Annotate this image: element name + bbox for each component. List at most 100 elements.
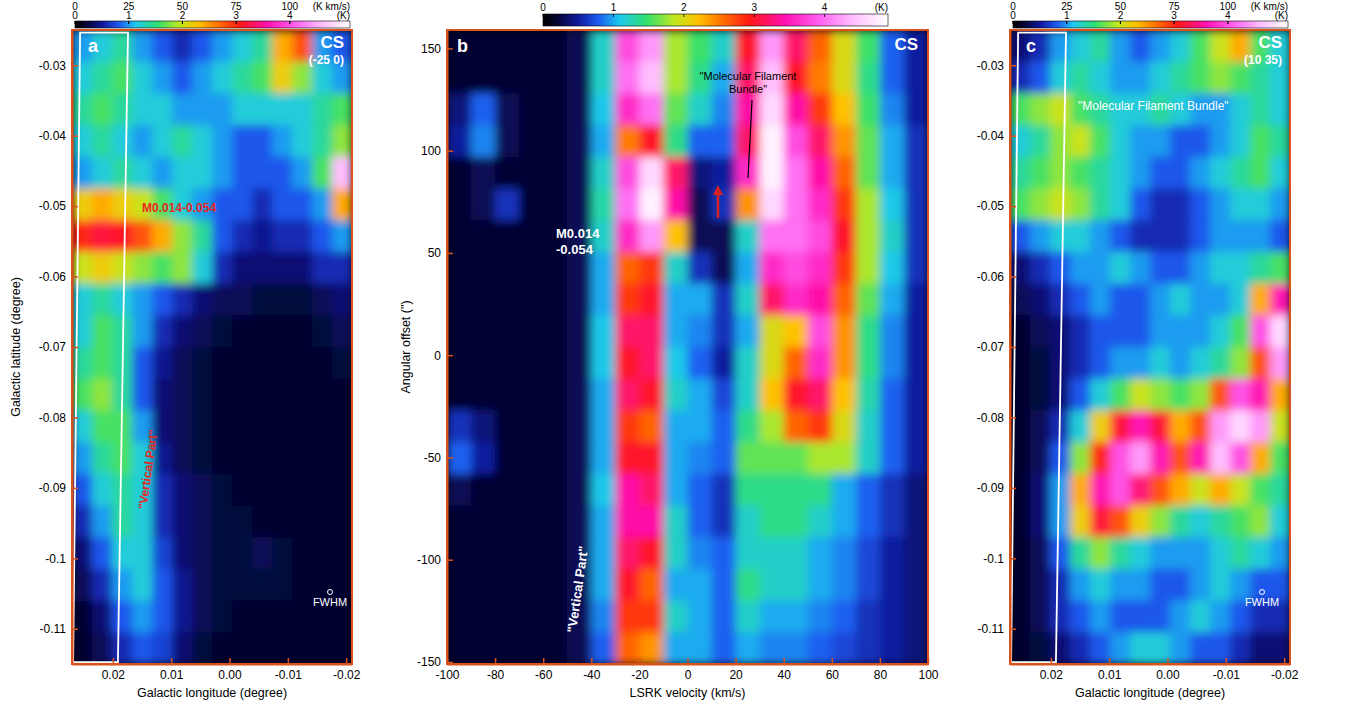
heatmap-cell xyxy=(1190,347,1211,379)
y-tick: -50 xyxy=(424,451,453,465)
x-tick-mark xyxy=(543,658,545,664)
heatmap-cell xyxy=(519,62,544,94)
heatmap-cell xyxy=(567,315,592,347)
heatmap-cell xyxy=(272,93,293,125)
heatmap-cell xyxy=(447,93,472,125)
heatmap-cell xyxy=(292,410,313,442)
heatmap-cell xyxy=(639,347,664,379)
heatmap-cell xyxy=(447,62,472,94)
heatmap-cell xyxy=(1030,284,1051,316)
heatmap-cell xyxy=(543,569,568,601)
heatmap-cell xyxy=(232,601,253,633)
heatmap-cell xyxy=(663,315,688,347)
heatmap-cell xyxy=(615,93,640,125)
heatmap-cell xyxy=(1090,347,1111,379)
heatmap-cell xyxy=(1150,157,1171,189)
heatmap-cell xyxy=(1150,474,1171,506)
heatmap-cell xyxy=(1070,569,1091,601)
heatmap-cell xyxy=(72,252,93,284)
x-tick-mark xyxy=(1284,658,1286,664)
heatmap-cell xyxy=(1070,410,1091,442)
panel-texts: aCS(-25 0)FWHMM0.014-0.054"Vertical Part… xyxy=(88,33,347,608)
x-axis: -100-80-60-40-20020406080100 xyxy=(435,658,938,682)
colorbar-tick-label: 3 xyxy=(233,10,239,21)
heatmap-cell xyxy=(519,220,544,252)
y-tick: -0.09 xyxy=(39,481,78,495)
annotation: "Molecular Filament Bundle" xyxy=(1078,99,1229,113)
heatmap-cell xyxy=(172,125,193,157)
heatmap-cell xyxy=(1230,632,1251,664)
y-tick-label: 50 xyxy=(428,246,442,260)
heatmap-cell xyxy=(495,569,520,601)
panel-title: CS xyxy=(894,35,918,54)
heatmap-cell xyxy=(172,93,193,125)
heatmap-cell xyxy=(712,93,737,125)
heatmap-cell xyxy=(1170,220,1191,252)
heatmap-cell xyxy=(252,632,273,664)
colorbar-tick xyxy=(1120,21,1121,24)
heatmap-cell xyxy=(832,410,857,442)
heatmap-cell xyxy=(519,379,544,411)
heatmap-cell xyxy=(1030,569,1051,601)
heatmap-cell xyxy=(591,157,616,189)
y-tick: -0.03 xyxy=(977,59,1016,73)
heatmap-cell xyxy=(1090,30,1111,62)
heatmap-cell xyxy=(1150,410,1171,442)
heatmap-cell xyxy=(152,284,173,316)
heatmap-cell xyxy=(615,506,640,538)
heatmap-cell xyxy=(712,284,737,316)
heatmap-cell xyxy=(1190,632,1211,664)
heatmap-cell xyxy=(543,506,568,538)
heatmap-cell xyxy=(1090,379,1111,411)
heatmap-cell xyxy=(232,537,253,569)
heatmap-cell xyxy=(1070,252,1091,284)
heatmap-cell xyxy=(92,93,113,125)
heatmap-cell xyxy=(232,62,253,94)
x-tick-mark xyxy=(1051,658,1053,664)
heatmap-cell xyxy=(712,442,737,474)
heatmap-cell xyxy=(1130,157,1151,189)
heatmap-cell xyxy=(192,379,213,411)
heatmap-cell xyxy=(784,30,809,62)
heatmap-cell xyxy=(1210,632,1231,664)
heatmap-cell xyxy=(832,125,857,157)
heatmap-cell xyxy=(272,157,293,189)
panel-subtitle: (10 35) xyxy=(1244,53,1282,67)
colorbar-tick-label: 2 xyxy=(1118,10,1124,21)
heatmap-cell xyxy=(567,474,592,506)
heatmap-cell xyxy=(212,442,233,474)
y-tick-label: -0.11 xyxy=(40,622,67,636)
heatmap-cell xyxy=(332,284,352,316)
heatmap-cell xyxy=(688,601,713,633)
heatmap-cell xyxy=(712,315,737,347)
heatmap-cell xyxy=(292,347,313,379)
y-tick-mark xyxy=(72,276,78,278)
colorbar-tick xyxy=(289,21,290,24)
heatmap-cell xyxy=(1150,537,1171,569)
heatmap-cell xyxy=(808,220,833,252)
y-tick-mark xyxy=(1010,417,1016,419)
heatmap-cell xyxy=(1170,284,1191,316)
heatmap-cell xyxy=(1190,30,1211,62)
x-tick-label: 20 xyxy=(729,668,743,682)
heatmap-cell xyxy=(1050,474,1071,506)
heatmap-cell xyxy=(1210,379,1231,411)
heatmap-cell xyxy=(663,569,688,601)
heatmap-cell xyxy=(312,442,333,474)
heatmap-cell xyxy=(1230,537,1251,569)
heatmap-cell xyxy=(172,220,193,252)
heatmap-cell xyxy=(112,601,133,633)
heatmap-cell xyxy=(856,410,881,442)
heatmap-cell xyxy=(1230,347,1251,379)
heatmap-cell xyxy=(1070,601,1091,633)
heatmap-cell xyxy=(495,252,520,284)
heatmap-cell xyxy=(172,632,193,664)
y-tick-label: -0.06 xyxy=(39,270,67,284)
heatmap-cell xyxy=(471,442,496,474)
heatmap-cell xyxy=(567,632,592,664)
heatmap-cell xyxy=(252,442,273,474)
heatmap-cell xyxy=(736,601,761,633)
panel-texts: bCSM0.014-0.054"Vertical Part""Molecular… xyxy=(457,35,918,634)
heatmap-cell xyxy=(519,93,544,125)
x-tick-label: -100 xyxy=(435,668,459,682)
